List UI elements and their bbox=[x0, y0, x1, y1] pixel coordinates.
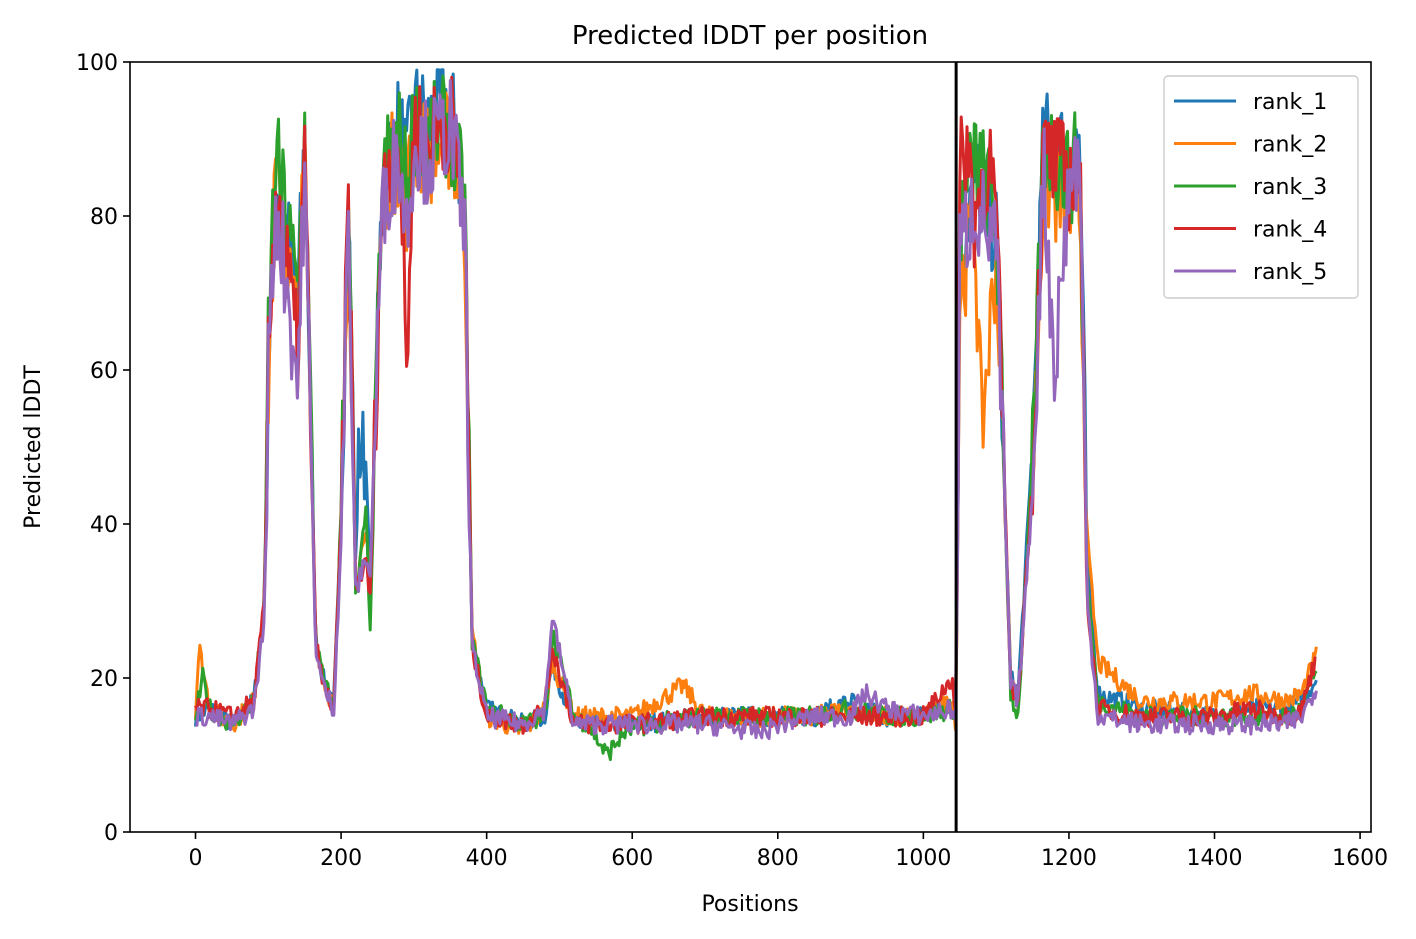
y-tick-label: 0 bbox=[104, 821, 118, 846]
y-tick-label: 100 bbox=[76, 51, 118, 76]
chart-title: Predicted lDDT per position bbox=[572, 21, 928, 51]
series-line-rank_5 bbox=[195, 79, 1318, 741]
y-axis-title: Predicted lDDT bbox=[21, 365, 46, 529]
x-tick-label: 800 bbox=[757, 846, 799, 871]
legend-label-rank_3: rank_3 bbox=[1253, 175, 1327, 200]
plot-frame bbox=[129, 61, 1372, 833]
y-axis: 0 20 40 60 80 100 bbox=[76, 51, 130, 846]
y-tick-label: 20 bbox=[90, 667, 118, 692]
y-tick-label: 60 bbox=[90, 359, 118, 384]
y-tick-label: 40 bbox=[90, 513, 118, 538]
x-tick-label: 1600 bbox=[1332, 846, 1388, 871]
x-tick-label: 600 bbox=[611, 846, 653, 871]
x-tick-label: 200 bbox=[320, 846, 362, 871]
x-axis: 0 200 400 600 800 1000 1200 1400 1600 bbox=[189, 832, 1388, 871]
legend-label-rank_4: rank_4 bbox=[1253, 218, 1327, 243]
series-line-rank_4 bbox=[194, 75, 1317, 735]
legend-label-rank_1: rank_1 bbox=[1253, 90, 1327, 115]
x-tick-label: 0 bbox=[189, 846, 203, 871]
legend-label-rank_2: rank_2 bbox=[1253, 133, 1327, 158]
x-tick-label: 1200 bbox=[1041, 846, 1097, 871]
series-line-rank_1 bbox=[194, 68, 1318, 735]
x-axis-title: Positions bbox=[701, 892, 798, 917]
x-tick-label: 400 bbox=[466, 846, 508, 871]
x-tick-label: 1400 bbox=[1187, 846, 1243, 871]
legend: rank_1 rank_2 rank_3 rank_4 rank_5 bbox=[1163, 75, 1359, 299]
y-tick-label: 80 bbox=[90, 205, 118, 230]
legend-frame bbox=[1163, 75, 1359, 299]
legend-label-rank_5: rank_5 bbox=[1253, 260, 1327, 285]
x-tick-label: 1000 bbox=[895, 846, 951, 871]
series-layer bbox=[194, 68, 1318, 762]
